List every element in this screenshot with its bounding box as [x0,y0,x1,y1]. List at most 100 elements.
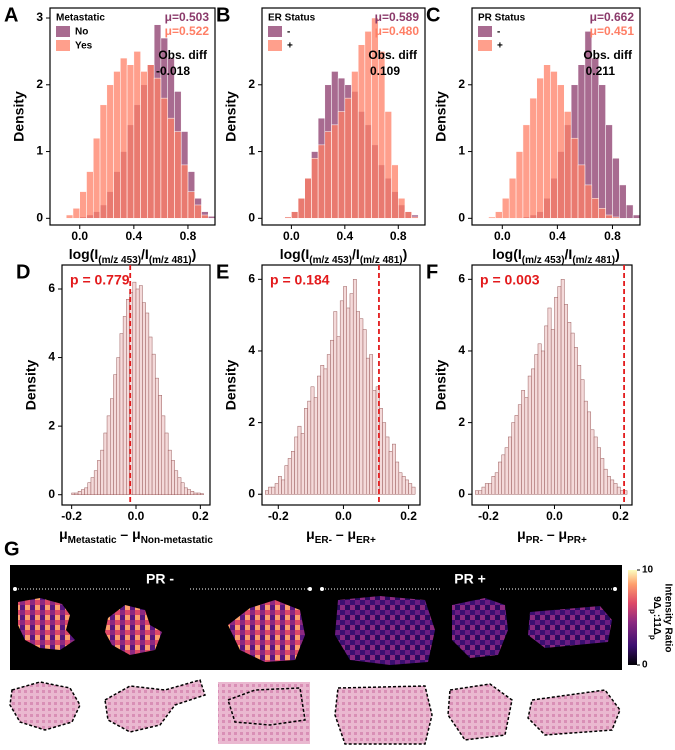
bar [384,111,392,219]
bar [605,214,613,219]
bar [291,451,295,495]
bar [297,198,306,219]
bar [564,111,572,219]
bar [304,178,312,219]
bar [294,436,299,495]
panel-letter: E [216,261,229,283]
legend-label: - [287,27,290,38]
legend-swatch [268,26,282,37]
p-value: p = 0.184 [270,272,330,288]
bar [536,77,544,219]
x-tick-label: 0.4 [549,229,566,243]
y-tick-label: 6 [458,272,465,286]
msi-image [105,605,162,655]
y-tick-label: 4 [48,350,55,364]
bar [200,493,204,495]
bar [311,157,319,219]
label-part: p [648,609,657,614]
bar [278,476,282,495]
bar [324,131,332,219]
bar [508,436,512,495]
bar [103,432,108,495]
label-part: ER- [315,535,332,546]
bar [284,216,292,219]
x-tick-label: 0.8 [390,229,407,243]
bar [481,486,486,495]
y-tick-label: 1 [36,144,43,158]
bar [174,470,179,495]
y-axis-label: Density [433,360,449,411]
x-tick-label: -0.2 [268,509,289,523]
bar [351,71,359,219]
bar [574,347,578,495]
bar [87,482,92,495]
legend-swatch [56,26,70,37]
bar [274,483,279,495]
label-part: log(I [492,246,522,262]
bar [591,57,599,219]
bar [97,460,101,495]
label-part: ) [192,246,197,262]
bar [317,375,321,495]
bar [349,293,354,495]
bar [534,354,539,495]
bar [106,415,111,495]
bar [498,461,502,495]
bar [333,311,338,495]
x-tick-label: 0.0 [546,509,563,523]
bar [300,433,305,495]
label-part: ) [615,246,620,262]
bar [284,465,289,495]
bar [331,124,339,219]
panel-letter: F [426,261,438,283]
y-tick-label: 2 [458,77,465,91]
y-tick-label: 0 [48,487,55,501]
bar [577,365,582,495]
colorbar-label: Intensity Ratio [662,584,673,653]
x-axis-label: μPR- – μPR+ [517,526,587,546]
x-axis-label: log(I(m/z 453)/I(m/z 481)) [492,246,620,266]
bar [405,479,409,495]
y-tick-label: 0 [248,210,255,224]
bar [547,307,552,495]
bar [554,296,559,495]
label-part: /I [141,246,149,262]
bar [113,374,117,495]
bar [521,390,526,495]
label-part: :11Δ [651,614,662,635]
bar [395,461,400,495]
bar [72,208,81,219]
y-tick-label: 0 [248,486,255,500]
label-part: ER+ [356,535,376,546]
bar [502,198,510,219]
bar [310,386,315,495]
legend-label: No [75,27,88,38]
x-tick-label: 0.0 [71,229,88,243]
obs-value: -0.018 [156,64,190,78]
bar [522,124,531,219]
y-tick-label: 6 [48,281,55,295]
label-part: – μ [117,526,141,542]
bar [177,477,182,495]
panel-g: G PR - PR + 9Δp:11Δp Intensity Ratio [4,538,673,745]
bar [544,325,549,495]
bar [391,164,399,219]
bar [593,436,598,495]
x-tick-label: 0.0 [283,229,300,243]
bar [79,191,87,219]
bar [610,479,615,495]
bar [307,400,312,495]
legend-label: + [497,41,503,52]
bar [580,379,585,495]
x-tick-label: 0.4 [336,229,353,243]
group-line-end [320,587,324,591]
bar [529,97,537,219]
legend-label: + [287,41,293,52]
y-tick-label: 0 [458,486,465,500]
label-part: 9Δ [651,596,662,609]
bar [336,336,341,495]
bar [313,397,318,495]
he-image [334,685,433,745]
obs-label: Obs. diff [158,48,208,62]
